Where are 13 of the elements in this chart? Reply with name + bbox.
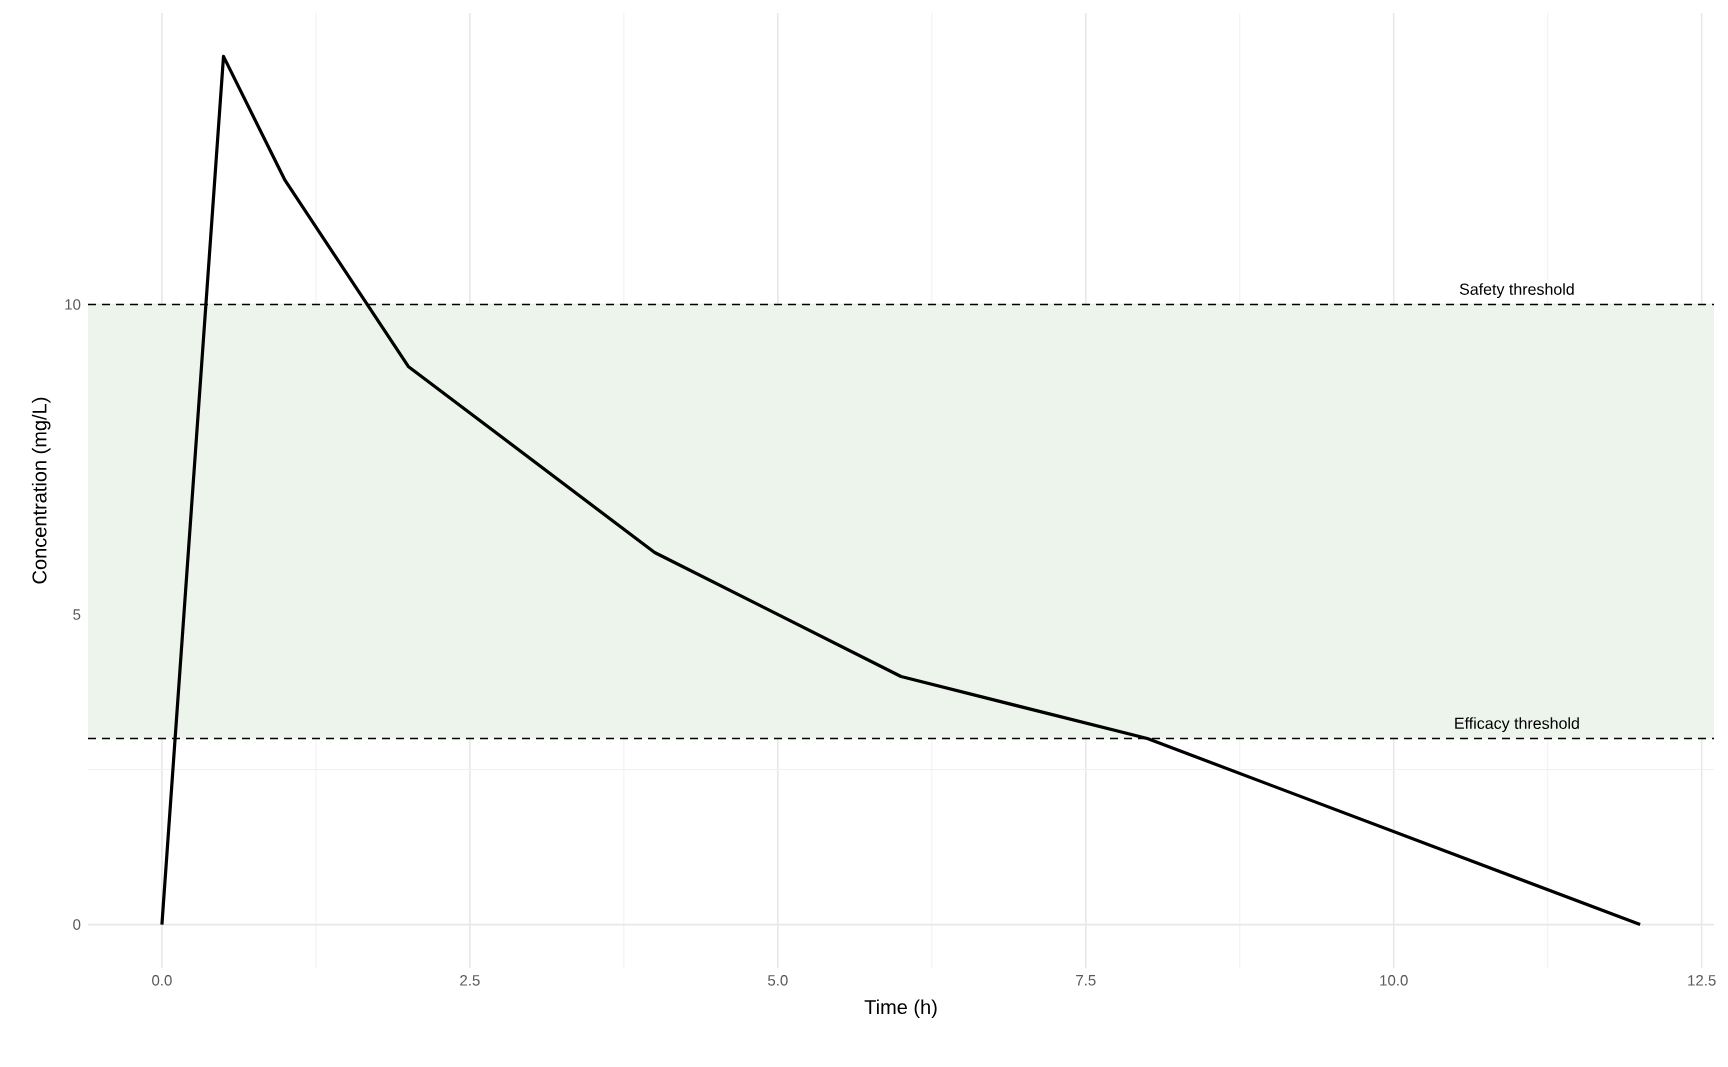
ref-line-label: Safety threshold bbox=[1459, 283, 1574, 299]
y-tick-label: 10 bbox=[65, 299, 81, 310]
y-tick-label: 5 bbox=[73, 609, 81, 620]
x-tick-label: 10.0 bbox=[1380, 975, 1408, 986]
x-tick-label: 5.0 bbox=[768, 975, 788, 986]
x-tick-label: 2.5 bbox=[460, 975, 480, 986]
x-tick-label: 7.5 bbox=[1076, 975, 1096, 986]
y-axis-title: Concentration (mg/L) bbox=[31, 397, 51, 584]
y-tick-label: 0 bbox=[73, 919, 81, 930]
x-tick-label: 12.5 bbox=[1688, 975, 1716, 986]
x-tick-label: 0.0 bbox=[152, 975, 172, 986]
x-axis-title: Time (h) bbox=[864, 999, 937, 1019]
ref-line-label: Efficacy threshold bbox=[1455, 717, 1579, 733]
